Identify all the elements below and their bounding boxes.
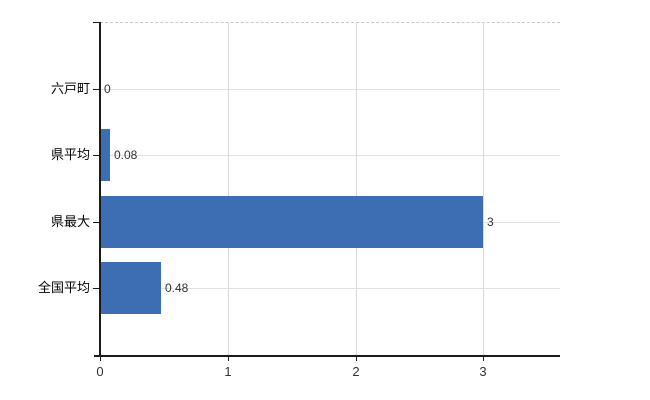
x-tick-label: 1 <box>224 364 232 379</box>
bar-value-label: 0 <box>104 82 111 96</box>
x-tick-mark <box>228 357 229 361</box>
v-gridline <box>228 22 229 355</box>
v-gridline <box>483 22 484 355</box>
h-gridline <box>100 89 560 90</box>
h-gridline <box>100 155 560 156</box>
y-tick-mark <box>93 222 99 223</box>
x-axis-line <box>94 355 560 357</box>
bar-value-label: 3 <box>487 215 494 229</box>
category-label: 全国平均 <box>37 280 90 295</box>
bar <box>100 196 483 248</box>
bar <box>100 129 110 181</box>
x-tick-label: 2 <box>352 364 360 379</box>
x-tick-label: 0 <box>96 364 104 379</box>
v-gridline <box>356 22 357 355</box>
plot-area: 0 0.08 3 0.48 <box>100 22 560 355</box>
h-gridline <box>100 288 560 289</box>
x-tick-label: 3 <box>479 364 487 379</box>
category-label: 六戸町 <box>50 81 90 96</box>
bar-value-label: 0.48 <box>165 281 189 295</box>
category-label: 県最大 <box>50 214 90 229</box>
y-axis-line <box>99 22 101 355</box>
y-tick-mark <box>93 89 99 90</box>
bar <box>100 262 161 314</box>
y-axis-top-tick-mark <box>93 22 99 23</box>
x-tick-mark <box>356 357 357 361</box>
x-tick-mark <box>100 357 101 361</box>
x-tick-mark <box>483 357 484 361</box>
plot-top-border <box>100 22 560 23</box>
y-tick-mark <box>93 288 99 289</box>
y-tick-mark <box>93 155 99 156</box>
category-label: 県平均 <box>50 147 90 162</box>
bar-value-label: 0.08 <box>114 148 138 162</box>
